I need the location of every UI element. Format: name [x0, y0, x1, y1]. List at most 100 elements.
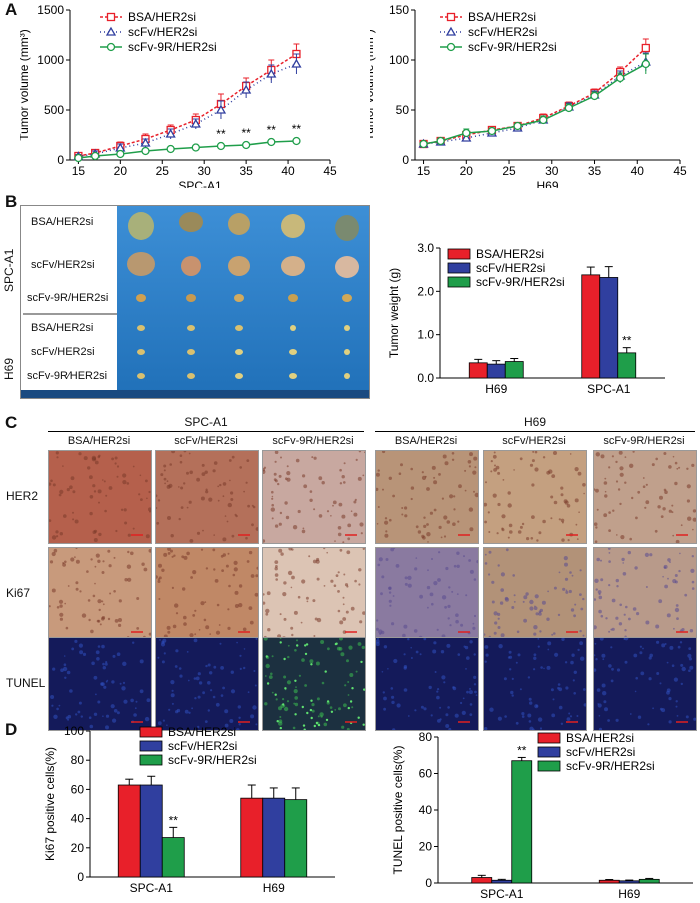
- data-point: [487, 126, 497, 136]
- cell-dot: [213, 665, 217, 669]
- cell-dot: [466, 656, 470, 660]
- cell-dot: [377, 469, 380, 472]
- cell-dot: [688, 657, 692, 661]
- cell-dot: [500, 633, 505, 638]
- cell-dot: [66, 488, 70, 492]
- cell-dot: [186, 471, 189, 475]
- cell-dot: [343, 573, 346, 576]
- cell-dot: [114, 462, 117, 465]
- cell-dot: [671, 664, 675, 667]
- cell-dot: [674, 580, 678, 584]
- cell-dot: [528, 720, 532, 723]
- cell-dot: [382, 691, 385, 694]
- series-line: [78, 63, 297, 158]
- cell-dot: [492, 454, 497, 459]
- cell-dot: [597, 590, 602, 594]
- cell-dot: [404, 506, 408, 510]
- legend-swatch-marker: [446, 42, 456, 52]
- tumor: [234, 294, 244, 302]
- cell-dot: [250, 714, 255, 719]
- cell-dot: [629, 537, 632, 541]
- cell-dot: [507, 503, 512, 508]
- significance-mark: **: [517, 743, 527, 757]
- cell-dot: [376, 487, 379, 491]
- cell-dot: [533, 632, 537, 636]
- cell-dot: [64, 602, 66, 605]
- cell-dot: [116, 475, 119, 478]
- cell-dot: [511, 677, 514, 680]
- cell-dot: [423, 707, 427, 711]
- bar: [161, 837, 185, 878]
- legend-label: scFv-9R/HER2si: [476, 275, 565, 289]
- cell-dot: [341, 514, 346, 519]
- cell-dot: [690, 568, 695, 573]
- cell-dot: [575, 523, 578, 526]
- cell-dot: [497, 502, 501, 507]
- cell-dot: [122, 480, 127, 485]
- cell-dot: [420, 705, 424, 709]
- cell-dot: [346, 727, 350, 730]
- tunel-positive-dot: [351, 687, 354, 690]
- cell-dot: [364, 451, 365, 454]
- series-line: [423, 63, 647, 145]
- cell-dot: [560, 486, 564, 490]
- legend-swatch-marker: [445, 26, 457, 36]
- cell-dot: [238, 603, 243, 608]
- cell-dot: [110, 704, 115, 709]
- micrograph-tunel-4: [375, 637, 479, 731]
- cell-dot: [63, 655, 66, 657]
- cell-dot: [517, 653, 521, 657]
- cell-dot: [666, 661, 669, 664]
- cell-dot: [426, 487, 430, 491]
- cell-dot: [560, 493, 564, 497]
- cell-dot: [490, 460, 493, 463]
- cell-dot: [533, 668, 536, 671]
- cell-dot: [102, 479, 104, 481]
- cell-dot: [657, 505, 661, 509]
- cell-dot: [67, 585, 70, 587]
- tunel-positive-dot: [294, 679, 297, 682]
- cell-dot: [179, 674, 183, 678]
- cell-dot: [623, 638, 626, 640]
- cell-dot: [582, 634, 585, 637]
- cell-dot: [573, 670, 577, 674]
- cell-dot: [385, 530, 388, 533]
- legend-label: BSA/HER2si: [468, 10, 536, 24]
- cell-dot: [551, 474, 556, 478]
- cell-dot: [565, 589, 568, 592]
- cell-dot: [343, 703, 347, 708]
- bar: [471, 877, 493, 884]
- cell-dot: [530, 537, 534, 540]
- cell-dot: [49, 519, 52, 522]
- cell-dot: [236, 728, 240, 730]
- data-point: [241, 84, 252, 94]
- tumor-photo: BSA/HER2si scFv/HER2si scFv-9R/HER2si BS…: [20, 205, 370, 399]
- cell-dot: [513, 601, 516, 603]
- cell-dot: [484, 727, 488, 730]
- cell-dot: [436, 695, 440, 700]
- cell-dot: [629, 713, 632, 715]
- cell-dot: [216, 603, 220, 607]
- cell-dot: [495, 465, 500, 470]
- cell-dot: [429, 592, 434, 597]
- group-header: SPC-A1: [184, 415, 228, 429]
- cell-dot: [473, 614, 477, 618]
- cell-dot: [430, 714, 433, 717]
- cell-dot: [265, 612, 269, 616]
- cell-dot: [341, 725, 345, 729]
- cell-dot: [379, 632, 382, 635]
- cell-dot: [681, 628, 685, 632]
- tunel-positive-dot: [335, 642, 338, 645]
- x-tick-label: 35: [588, 164, 602, 178]
- cell-dot: [572, 679, 575, 682]
- cell-dot: [560, 722, 564, 725]
- cell-dot: [558, 518, 561, 521]
- cell-dot: [101, 644, 105, 649]
- cell-dot: [547, 590, 549, 593]
- cell-dot: [602, 691, 607, 696]
- cell-dot: [204, 720, 208, 723]
- cell-dot: [468, 690, 473, 695]
- cell-dot: [551, 633, 554, 636]
- cell-dot: [564, 562, 568, 567]
- cell-dot: [507, 491, 511, 495]
